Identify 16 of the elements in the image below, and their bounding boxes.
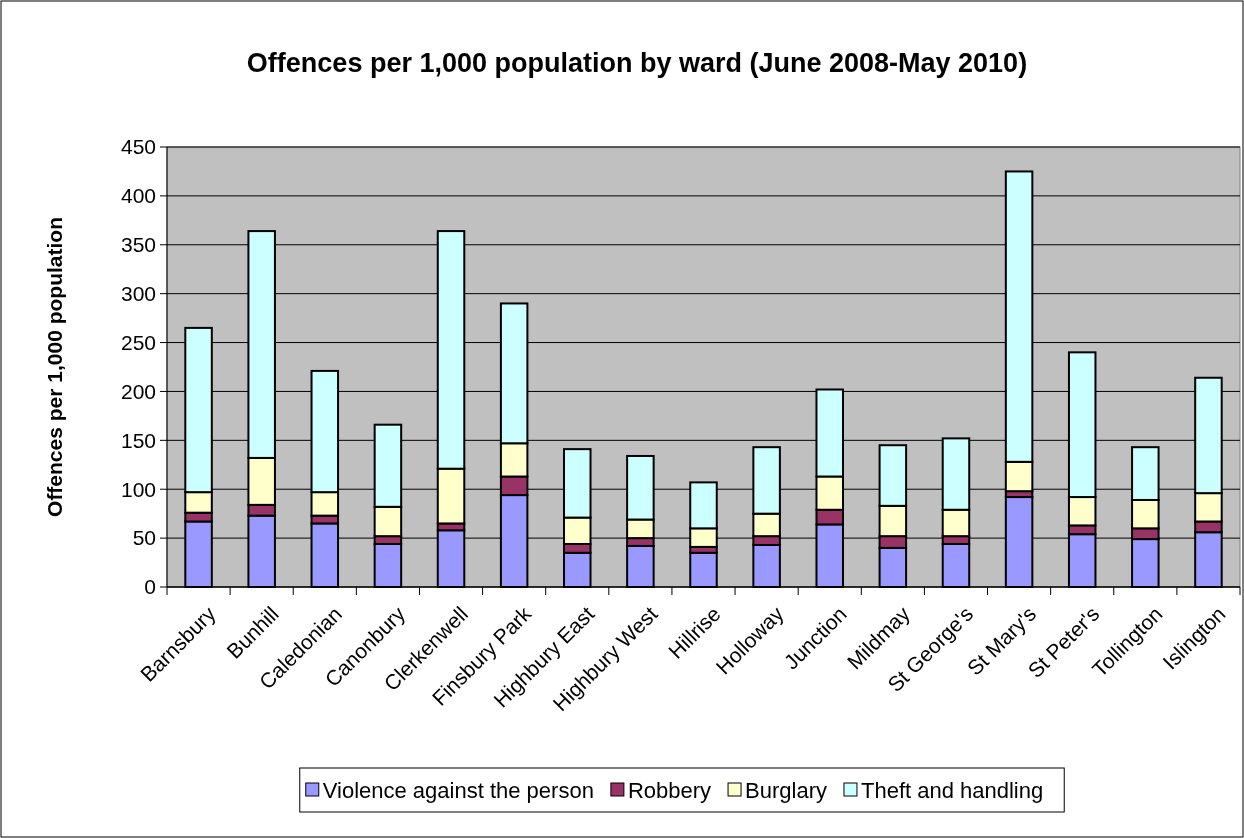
y-tick-label: 400: [120, 184, 156, 208]
y-tick-label: 100: [120, 477, 156, 501]
legend-label: Violence against the person: [322, 777, 594, 803]
legend-label: Theft and handling: [860, 777, 1044, 803]
y-tick-label: 0: [144, 575, 156, 599]
legend-label: Robbery: [627, 777, 712, 803]
y-tick-label: 250: [120, 330, 156, 354]
y-tick-label: 350: [120, 233, 156, 257]
y-tick-label: 150: [120, 428, 156, 452]
y-tick-label: 200: [120, 379, 156, 403]
legend-label: Burglary: [745, 777, 827, 803]
chart-title: Offences per 1,000 population by ward (June 2008-May 2010): [246, 48, 1028, 78]
y-axis-title: Offences per 1,000 population: [43, 217, 66, 517]
y-tick-label: 450: [120, 135, 156, 159]
y-tick-label: 300: [120, 282, 156, 306]
y-tick-label: 50: [132, 526, 156, 550]
